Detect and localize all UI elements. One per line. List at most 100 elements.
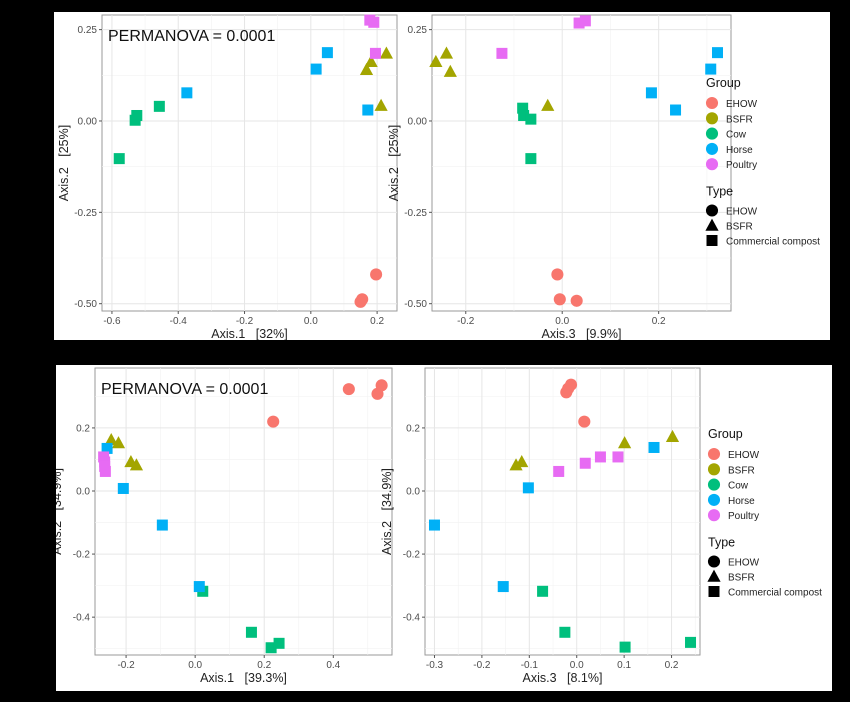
plot-top-left: -0.6 -0.4 -0.2 0.0 0.2 -0.50 -0.25 0.00 0.25 Axis…	[57, 14, 398, 341]
data-point-horse	[428, 519, 440, 531]
legend-key-cow	[705, 127, 719, 140]
legend-label-bsfr: BSFR	[728, 465, 755, 476]
legend-key-horse	[705, 142, 719, 155]
data-point-horse	[181, 87, 193, 99]
plot-area	[424, 367, 701, 656]
data-point-bsfr	[618, 436, 632, 449]
y-tick-label: -0.25	[74, 208, 97, 219]
plot-area	[94, 367, 393, 656]
data-point-cow	[113, 153, 125, 165]
legend-label-horse: Horse	[726, 145, 753, 156]
x-tick-label: 0.0	[570, 660, 584, 671]
x-axis-label: Axis.3 [8.1%]	[523, 671, 603, 685]
y-tick-label: -0.25	[404, 208, 427, 219]
data-point-bsfr	[541, 98, 555, 111]
data-point-bsfr	[129, 458, 144, 471]
permanova-annotation: PERMANOVA = 0.0001	[101, 381, 268, 398]
data-point-horse	[310, 63, 322, 75]
y-tick-label: 0.2	[76, 423, 90, 434]
data-point-horse	[705, 63, 717, 75]
data-point-bsfr	[111, 436, 126, 449]
x-tick-label: 0.2	[257, 660, 271, 671]
data-point-cow	[525, 153, 537, 165]
x-tick-label: 0.4	[326, 660, 340, 671]
y-axis-label: Axis.2 [34.9%]	[56, 468, 64, 555]
data-point-horse	[156, 519, 168, 531]
data-point-horse	[645, 87, 657, 99]
data-point-ehow	[551, 268, 564, 281]
legend-label-poultry: Poultry	[726, 160, 757, 171]
legend-key-bsfr	[705, 112, 719, 125]
legend-label-poultry: Poultry	[728, 511, 759, 522]
x-tick-label: -0.6	[103, 316, 121, 327]
legend-key-horse	[707, 493, 721, 506]
plot-bottom-right: -0.3 -0.2 -0.1 0.0 0.1 0.2 -0.4 -0.2 0.0 0.2 Axis.…	[380, 367, 701, 685]
legend-key-ehow	[707, 447, 721, 461]
legend-key-poultry	[707, 509, 721, 522]
x-tick-label: -0.2	[457, 316, 475, 327]
x-tick-label: -0.2	[236, 316, 254, 327]
legend-label-type-circle: EHOW	[728, 558, 760, 569]
legend-key-cow	[707, 478, 721, 491]
data-point-ehow	[267, 415, 280, 428]
data-point-bsfr	[509, 458, 523, 471]
y-axis-label: Axis.2 [25%]	[57, 125, 71, 201]
data-point-cow	[517, 102, 529, 114]
x-tick-label: -0.3	[426, 660, 444, 671]
plot-area	[101, 14, 398, 312]
data-point-bsfr	[359, 62, 374, 76]
legend-key-ehow	[705, 96, 719, 110]
legend-key-bsfr	[707, 463, 721, 476]
y-tick-label: 0.0	[76, 487, 90, 498]
data-point-ehow	[578, 415, 591, 428]
data-point-bsfr	[429, 54, 443, 67]
x-tick-label: 0.1	[617, 660, 631, 671]
y-tick-label: -0.2	[73, 550, 91, 561]
legend-label-type-square: Commercial compost	[728, 588, 822, 599]
legend-label-type-triangle: BSFR	[726, 222, 753, 233]
y-tick-label: -0.2	[403, 550, 421, 561]
legend-key-circle	[705, 204, 719, 217]
y-tick-label: -0.50	[74, 299, 97, 310]
data-point-poultry	[99, 465, 111, 477]
top-figure-svg: -0.6 -0.4 -0.2 0.0 0.2 -0.50 -0.25 0.00 0.25 Axis…	[57, 14, 820, 341]
y-tick-label: -0.50	[404, 299, 427, 310]
data-point-poultry	[553, 465, 565, 477]
data-point-cow	[685, 636, 697, 648]
x-tick-label: -0.2	[473, 660, 491, 671]
data-point-poultry	[496, 47, 508, 59]
legend-key-square	[706, 235, 718, 246]
data-point-horse	[321, 47, 333, 59]
legend-key-poultry	[705, 158, 719, 171]
top-figure-panel: -0.6 -0.4 -0.2 0.0 0.2 -0.50 -0.25 0.00 0.25 Axis…	[54, 12, 830, 341]
legend-key-circle	[707, 555, 721, 568]
y-tick-label: -0.4	[73, 613, 91, 624]
data-point-ehow	[342, 383, 355, 396]
y-tick-label: 0.25	[408, 25, 428, 36]
legend-key-square	[708, 586, 720, 597]
y-tick-label: 0.25	[78, 25, 98, 36]
data-point-horse	[497, 581, 509, 593]
data-point-ehow	[370, 268, 383, 281]
legend-group-title: Group	[708, 427, 743, 441]
y-tick-label: -0.4	[403, 613, 421, 624]
data-point-cow	[559, 626, 571, 638]
data-point-bsfr	[443, 64, 457, 77]
y-tick-label: 0.0	[406, 487, 420, 498]
legend-type-title: Type	[708, 536, 735, 550]
data-point-bsfr	[364, 54, 378, 67]
data-point-horse	[117, 482, 129, 494]
data-point-poultry	[612, 451, 624, 463]
legend-key-triangle	[707, 569, 721, 582]
data-point-bsfr	[374, 98, 388, 111]
legend-label-type-square: Commercial compost	[726, 237, 820, 248]
data-point-cow	[245, 626, 257, 638]
data-point-cow	[619, 641, 631, 653]
y-tick-label: 0.00	[78, 116, 98, 127]
legend-label-type-circle: EHOW	[726, 207, 758, 218]
y-axis-label: Axis.2 [34.9%]	[380, 468, 394, 555]
data-point-ehow	[553, 293, 566, 306]
y-tick-label: 0.00	[408, 116, 428, 127]
